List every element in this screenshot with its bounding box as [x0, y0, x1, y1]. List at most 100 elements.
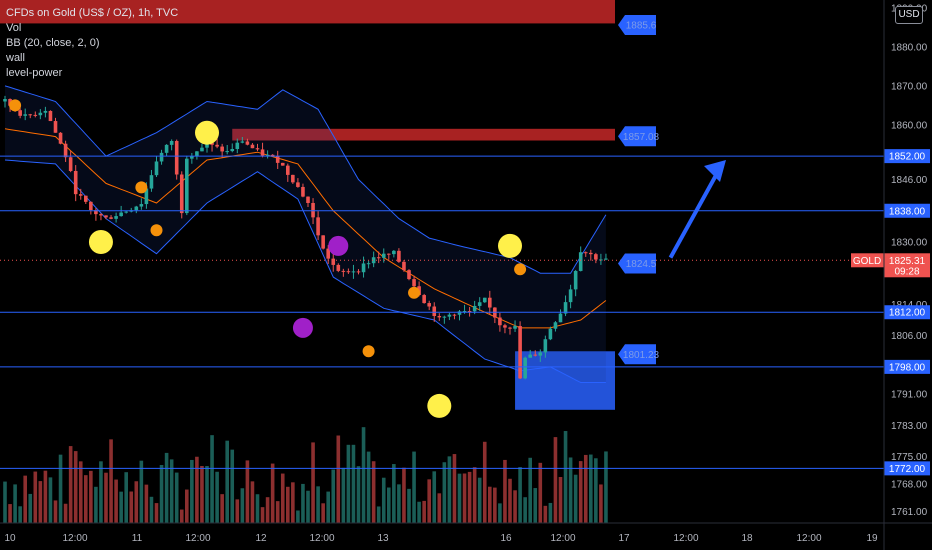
- volume-bar: [104, 472, 108, 523]
- volume-bar: [589, 454, 593, 523]
- volume-bar: [58, 454, 63, 523]
- volume-bar: [402, 467, 406, 523]
- current-price-tag: [884, 253, 930, 278]
- volume-bar: [604, 451, 608, 523]
- volume-bar: [346, 444, 351, 523]
- volume-bar: [210, 435, 214, 523]
- volume-bar: [225, 440, 229, 523]
- volume-bar: [265, 497, 270, 523]
- volume-bar: [341, 467, 346, 523]
- candle-body: [412, 279, 416, 287]
- candle-body: [538, 352, 543, 356]
- chart-title: CFDs on Gold (US$ / OZ), 1h, TVC: [6, 7, 179, 19]
- volume-bar: [316, 486, 320, 523]
- candle-body: [28, 114, 33, 116]
- volume-bar: [53, 500, 58, 523]
- candle-body: [472, 305, 477, 312]
- signal-marker: [150, 224, 163, 237]
- candle-body: [164, 144, 169, 153]
- x-tick-label: 12:00: [796, 533, 821, 544]
- volume-bar: [538, 462, 543, 523]
- forecast-arrow-head: [704, 160, 726, 183]
- x-tick-label: 11: [132, 533, 143, 544]
- volume-bar: [23, 475, 27, 523]
- support-zone: [515, 351, 615, 410]
- volume-bar: [543, 505, 548, 523]
- forecast-arrow-shaft: [668, 167, 722, 259]
- candle-body: [498, 317, 502, 326]
- resistance-zone: [0, 0, 615, 24]
- candle-body: [422, 295, 426, 304]
- candle-body: [84, 195, 88, 202]
- volume-bar: [154, 503, 159, 523]
- candle-body: [119, 212, 123, 217]
- volume-bar: [472, 467, 477, 523]
- x-tick-label: 12: [255, 533, 267, 544]
- volume-bar: [361, 427, 366, 523]
- volume-bar: [311, 442, 315, 523]
- bb-basis-line: [4, 128, 607, 329]
- level-price-tag: [884, 359, 930, 374]
- candle-body: [94, 210, 98, 215]
- volume-bar: [3, 481, 7, 523]
- volume-bar: [301, 483, 305, 523]
- candle-body: [124, 211, 128, 213]
- signal-marker: [88, 229, 113, 254]
- candle-countdown: 09:28: [894, 266, 919, 277]
- volume-bar: [432, 471, 437, 523]
- zone-price-label: 1824.5: [626, 259, 657, 270]
- candle-body: [594, 254, 598, 260]
- volume-bar: [63, 503, 68, 523]
- candle-body: [235, 142, 240, 149]
- volume-bar: [28, 493, 33, 523]
- candle-body: [488, 297, 492, 308]
- y-tick-label: 1806.00: [891, 331, 928, 342]
- candle-body: [563, 302, 568, 314]
- volume-bar: [134, 481, 139, 523]
- signal-marker: [408, 286, 421, 299]
- candle-body: [230, 148, 235, 152]
- volume-bar: [437, 493, 442, 523]
- volume-bar: [240, 488, 245, 523]
- volume-bar: [260, 507, 265, 523]
- zone-price-tag: [618, 14, 656, 35]
- signal-marker: [328, 235, 349, 256]
- volume-bar: [270, 463, 275, 523]
- volume-bar: [38, 481, 43, 523]
- volume-bar: [18, 506, 22, 523]
- candle-body: [548, 328, 553, 340]
- candle-body: [462, 310, 467, 312]
- volume-bar: [68, 446, 73, 523]
- bb-lower-line: [4, 159, 606, 383]
- candle-body: [190, 156, 194, 159]
- candle-body: [250, 144, 255, 149]
- volume-bar: [508, 478, 512, 523]
- candle-body: [437, 316, 442, 318]
- candle-body: [371, 257, 376, 264]
- y-tick-label: 1880.00: [891, 42, 928, 53]
- volume-bar: [291, 482, 295, 523]
- indicator-vol: Vol: [6, 22, 22, 34]
- candle-body: [210, 142, 214, 145]
- indicator-level-power: level-power: [6, 67, 63, 79]
- volume-bar: [306, 490, 310, 523]
- volume-bar: [498, 503, 502, 523]
- volume-bar: [8, 504, 12, 523]
- candle-body: [174, 140, 179, 175]
- x-tick-label: 12:00: [309, 533, 334, 544]
- candle-body: [407, 270, 411, 280]
- currency-button[interactable]: USD: [895, 6, 923, 24]
- signal-marker: [135, 181, 148, 194]
- candle-body: [528, 354, 532, 358]
- candle-body: [477, 302, 482, 306]
- candle-body: [361, 263, 366, 273]
- candle-body: [482, 297, 487, 303]
- volume-bar: [195, 456, 199, 523]
- candle-body: [68, 157, 73, 171]
- candle-body: [144, 188, 149, 205]
- zone-price-label: 1801.23: [623, 350, 660, 361]
- y-tick-label: 1860.00: [891, 120, 928, 131]
- level-price-label: 1852.00: [889, 152, 926, 163]
- volume-bar: [573, 474, 578, 523]
